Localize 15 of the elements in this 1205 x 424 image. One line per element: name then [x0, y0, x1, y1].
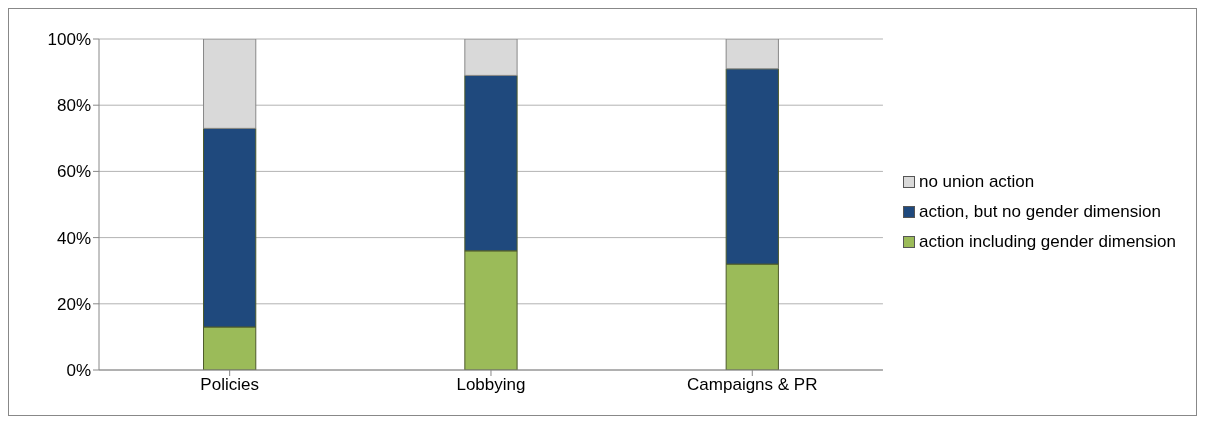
y-tick-label: 100%: [47, 30, 91, 50]
y-tick-label: 0%: [66, 361, 91, 381]
bar: [725, 39, 779, 70]
legend-label: action including gender dimension: [918, 232, 1176, 252]
bar: [203, 39, 257, 129]
y-tick-label: 40%: [56, 228, 91, 248]
legend-label: no union action: [918, 172, 1035, 192]
x-tick-label: Lobbying: [456, 375, 526, 395]
y-tick-label: 20%: [56, 294, 91, 314]
x-tick-label: Policies: [200, 375, 259, 395]
legend-label: action, but no gender dimension: [918, 202, 1161, 222]
bar: [464, 39, 518, 76]
y-tick-label: 80%: [56, 96, 91, 116]
x-tick-label: Campaigns & PR: [687, 375, 818, 395]
y-tick-label: 60%: [56, 162, 91, 182]
